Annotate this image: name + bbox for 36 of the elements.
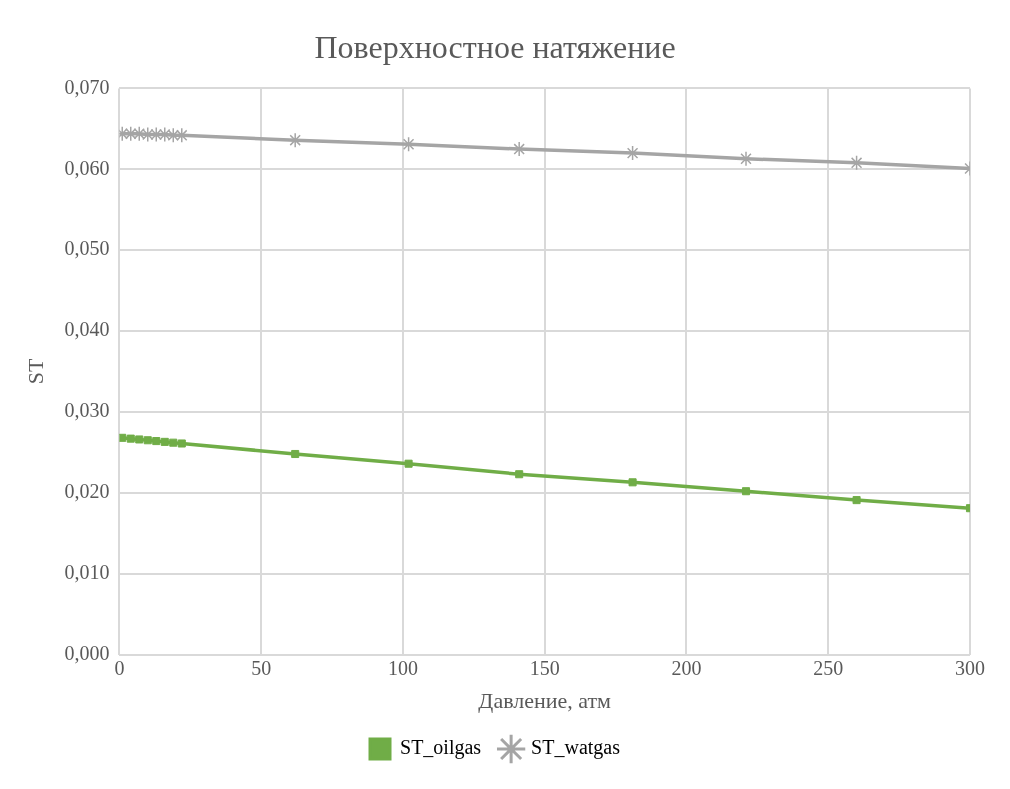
x-tick-label: 250 — [813, 656, 844, 679]
point — [741, 487, 751, 496]
point — [287, 132, 303, 148]
y-tick-label: 0,050 — [64, 237, 110, 260]
x-tick-label: 200 — [671, 656, 702, 679]
point — [126, 434, 135, 443]
point — [135, 435, 144, 444]
point — [628, 478, 637, 487]
y-tick-label: 0,060 — [64, 156, 110, 179]
point — [404, 459, 413, 468]
x-tick-label: 300 — [955, 656, 985, 679]
legend-label: ST_oilgas — [400, 736, 482, 760]
point — [152, 437, 161, 446]
x-tick-label: 100 — [387, 656, 418, 679]
y-tick-label: 0,000 — [64, 641, 110, 664]
x-tick-label: 50 — [251, 656, 272, 679]
point — [160, 437, 169, 446]
x-axis-title: Давление, атм — [478, 687, 612, 713]
y-tick-label: 0,030 — [64, 399, 110, 422]
point — [515, 470, 524, 479]
point — [852, 496, 861, 505]
y-axis-title: ST — [22, 358, 48, 385]
point — [169, 438, 178, 447]
point — [511, 141, 527, 157]
chart-title: Поверхностное натяжение — [314, 28, 676, 65]
x-tick-label: 0 — [114, 656, 125, 679]
x-tick-label: 150 — [529, 656, 560, 679]
legend-label: ST_watgas — [531, 736, 621, 760]
y-tick-label: 0,010 — [64, 560, 110, 583]
y-tick-label: 0,070 — [64, 75, 110, 98]
y-tick-label: 0,040 — [64, 318, 110, 341]
point — [143, 436, 152, 445]
point — [291, 449, 300, 459]
point — [177, 439, 186, 448]
y-tick-label: 0,020 — [64, 480, 110, 503]
point — [738, 151, 754, 167]
